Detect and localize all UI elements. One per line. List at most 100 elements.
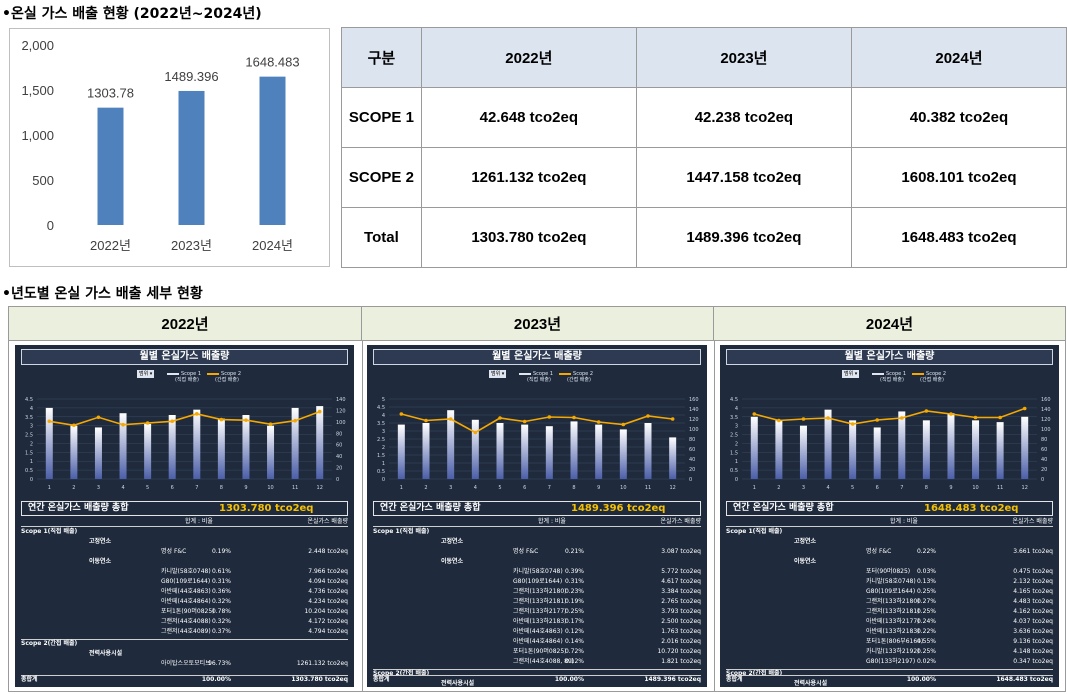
source-name: G80(109로1644) — [866, 588, 916, 595]
table-row: 아반떼(44호4863) 0.12% 1.763 tco2eq — [367, 627, 707, 636]
table-row: 카니발(58호0748) 0.13% 2.132 tco2eq — [720, 577, 1059, 586]
range-dropdown[interactable]: 범위 ▾ — [137, 370, 155, 378]
source-name: 카니발(58호0748) — [513, 568, 563, 575]
range-dropdown[interactable]: 범위 ▾ — [489, 370, 507, 378]
scope2-point — [170, 419, 175, 424]
grand-total-row: 총합계 100.00% 1648.483 tco2eq — [720, 675, 1059, 684]
grand-total-amount: 1648.483 tco2eq — [996, 676, 1053, 683]
source-ratio: 0.14% — [564, 638, 584, 645]
source-name: 아반떼(44호4864) — [513, 638, 563, 645]
source-name: G80(133하2197) — [866, 658, 916, 665]
x-month-label: 12 — [317, 485, 323, 491]
source-ratio: 0.55% — [916, 638, 936, 645]
y-right-tick-label: 140 — [336, 397, 346, 403]
annual-total-value: 1648.483 tco2eq — [924, 503, 1019, 514]
y-left-tick-label: 3 — [735, 424, 738, 430]
table-rule — [373, 675, 701, 676]
summary-row-label: SCOPE 2 — [341, 147, 422, 208]
scope2-point — [998, 415, 1002, 420]
category-mobile-label: 이동연소 — [89, 558, 112, 565]
source-ratio: 0.02% — [916, 658, 936, 665]
summary-row-label: Total — [341, 207, 422, 268]
amount-header: 온실가스 배출량 — [1012, 518, 1053, 525]
legend-swatch — [167, 372, 179, 375]
scope2-point — [621, 422, 626, 427]
chart-legend: Scope 1 (직접 배출) Scope 2 (간접 배출) — [167, 371, 247, 383]
x-tick-label: 2023년 — [171, 238, 212, 253]
table-row: 그랜저(133하2180) 0.23% 3.384 tco2eq — [367, 587, 707, 596]
source-ratio: 0.03% — [916, 568, 936, 575]
category-row: 고정연소 — [15, 537, 354, 546]
table-rule — [21, 526, 348, 527]
scope1-bar — [422, 423, 430, 479]
source-amount: 4.165 tco2eq — [1013, 588, 1053, 595]
y-right-tick-label: 100 — [1041, 427, 1051, 433]
summary-cell: 1261.132 tco2eq — [420, 147, 637, 208]
table-column-header: 합계 : 비율 온실가스 배출량 — [720, 517, 1059, 526]
grand-total-row: 총합계 100.00% 1489.396 tco2eq — [367, 675, 707, 684]
scope1-bar — [168, 415, 176, 479]
table-row: 아반떼(44호4864) 0.32% 4.234 tco2eq — [15, 597, 354, 606]
bar-chart-svg: 0 500 1,000 1,500 2,000 1303.78 2022년 1489.396 2… — [21, 38, 299, 253]
scope2-point — [293, 418, 297, 423]
scope2-line — [401, 413, 673, 434]
source-amount: 4.094 tco2eq — [308, 578, 348, 585]
legend-scope2-sublabel: (간접 배출) — [215, 377, 239, 383]
x-month-label: 10 — [267, 485, 273, 491]
x-month-label: 1 — [48, 485, 51, 491]
source-amount: 9.136 tco2eq — [1013, 638, 1053, 645]
table-row: 아이탑스오토모티브 96.73% 1261.132 tco2eq — [15, 659, 354, 668]
y-right-tick-label: 140 — [689, 407, 699, 413]
source-name: 그랜저(44호4089) — [161, 628, 211, 635]
ratio-header: 합계 : 비율 — [538, 518, 566, 525]
legend-scope1-label: Scope 1 — [533, 371, 554, 377]
source-ratio: 0.31% — [211, 578, 231, 585]
scope2-point — [850, 422, 855, 426]
range-dropdown[interactable]: 범위 ▾ — [842, 370, 860, 378]
y-left-tick-label: 5 — [382, 397, 385, 403]
scope2-point — [244, 418, 248, 422]
table-row: 포터(90머0825) 0.03% 0.475 tco2eq — [720, 567, 1059, 576]
annual-total-value: 1303.780 tco2eq — [219, 503, 314, 514]
y-left-tick-label: 4.5 — [730, 397, 738, 403]
source-amount: 0.475 tco2eq — [1013, 568, 1053, 575]
scope1-bar — [595, 424, 603, 479]
legend-scope2-label: Scope 2 — [573, 371, 594, 377]
y-left-tick-label: 0.5 — [25, 468, 33, 474]
scope1-section-row: Scope 1(직접 배출) — [15, 527, 354, 536]
source-amount: 1261.132 tco2eq — [296, 660, 348, 667]
table-row: 명성 F&C 0.19% 2.448 tco2eq — [15, 547, 354, 556]
table-row: 아반떼(44호4864) 0.14% 2.016 tco2eq — [367, 637, 707, 646]
y-left-tick-label: 1.5 — [377, 453, 385, 459]
annual-total-label: 연간 온실가스 배출량 총합 — [380, 503, 481, 513]
source-name: 포터1톤(90머0825) — [513, 648, 567, 655]
x-month-label: 5 — [851, 485, 854, 491]
source-name: 포터1톤(90머0825) — [161, 608, 215, 615]
x-month-label: 2 — [72, 485, 75, 491]
dashboard-panel-2024: 월별 온실가스 배출량 범위 ▾ Scope 1 (직접 배출) Scope 2 (간접 … — [720, 345, 1059, 687]
scope2-line — [754, 407, 1025, 425]
y-left-tick-label: 3.5 — [25, 415, 33, 421]
category-fixed-label: 고정연소 — [794, 538, 817, 545]
scope1-bar — [471, 419, 479, 479]
dashboard-panel-2023: 월별 온실가스 배출량 범위 ▾ Scope 1 (직접 배출) Scope 2 (간접 … — [367, 345, 707, 687]
legend-swatch — [519, 372, 531, 375]
source-name: 카니발(58호0748) — [161, 568, 211, 575]
table-row: 그랜저(44호4089) 0.37% 4.794 tco2eq — [15, 627, 354, 636]
y-left-tick-label: 3 — [30, 424, 33, 430]
detail-year-header: 2022년 — [9, 307, 362, 341]
y-right-tick-label: 80 — [689, 437, 695, 443]
table-row: 그랜저(133하2181) 0.19% 2.765 tco2eq — [367, 597, 707, 606]
source-ratio: 0.22% — [916, 628, 936, 635]
source-amount: 2.132 tco2eq — [1013, 578, 1053, 585]
source-amount: 0.347 tco2eq — [1013, 658, 1053, 665]
category-row: 전력사용시설 — [720, 679, 1059, 687]
source-name: G80(109로1644) — [513, 578, 563, 585]
source-ratio: 0.32% — [211, 598, 231, 605]
source-ratio: 0.13% — [916, 578, 936, 585]
annual-total-box: 연간 온실가스 배출량 총합 1489.396 tco2eq — [373, 501, 701, 516]
scope2-point — [1022, 406, 1027, 411]
source-name: 명성 F&C — [513, 548, 539, 555]
source-ratio: 0.25% — [916, 648, 936, 655]
amount-header: 온실가스 배출량 — [660, 518, 701, 525]
